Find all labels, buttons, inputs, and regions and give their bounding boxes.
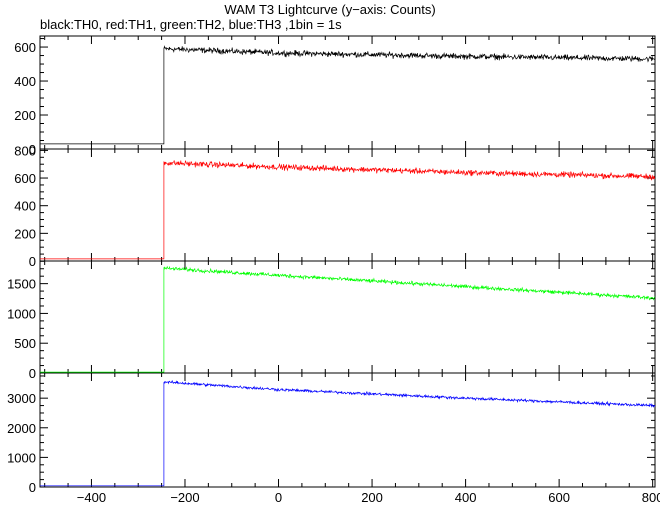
y-tick-label: 0 xyxy=(29,480,36,495)
x-tick-label: 800 xyxy=(642,490,660,505)
series-line-th3 xyxy=(40,380,656,487)
y-tick-label: 200 xyxy=(14,108,36,123)
panel-frame-th3 xyxy=(39,372,656,488)
x-tick-label: 400 xyxy=(455,490,477,505)
y-tick-label: 0 xyxy=(29,254,36,269)
y-tick-label: 0 xyxy=(29,142,36,157)
panel-frame-th1 xyxy=(39,148,656,262)
x-tick-label: 200 xyxy=(361,490,383,505)
y-tick-label: 400 xyxy=(14,199,36,214)
y-tick-label: 200 xyxy=(14,226,36,241)
y-tick-label: 3000 xyxy=(7,391,36,406)
y-tick-label: 800 xyxy=(14,143,36,158)
y-tick-label: 0 xyxy=(29,366,36,381)
y-tick-label: 2000 xyxy=(7,421,36,436)
panel-frame-th0 xyxy=(39,35,656,150)
x-tick-label: −400 xyxy=(77,490,106,505)
x-tick-label: 600 xyxy=(548,490,570,505)
y-tick-label: 500 xyxy=(14,336,36,351)
chart-title: WAM T3 Lightcurve (y−axis: Counts) xyxy=(224,2,436,17)
y-tick-label: 1000 xyxy=(7,450,36,465)
x-tick-label: −200 xyxy=(170,490,199,505)
x-tick-label: 0 xyxy=(275,490,282,505)
chart-subtitle: black:TH0, red:TH1, green:TH2, blue:TH3 … xyxy=(40,17,342,32)
y-tick-label: 1500 xyxy=(7,277,36,292)
series-line-th1 xyxy=(40,159,656,260)
y-tick-label: 600 xyxy=(14,171,36,186)
y-tick-label: 1000 xyxy=(7,306,36,321)
y-tick-label: 600 xyxy=(14,40,36,55)
series-line-th0 xyxy=(40,45,656,145)
series-line-th2 xyxy=(40,265,656,373)
y-tick-label: 400 xyxy=(14,74,36,89)
